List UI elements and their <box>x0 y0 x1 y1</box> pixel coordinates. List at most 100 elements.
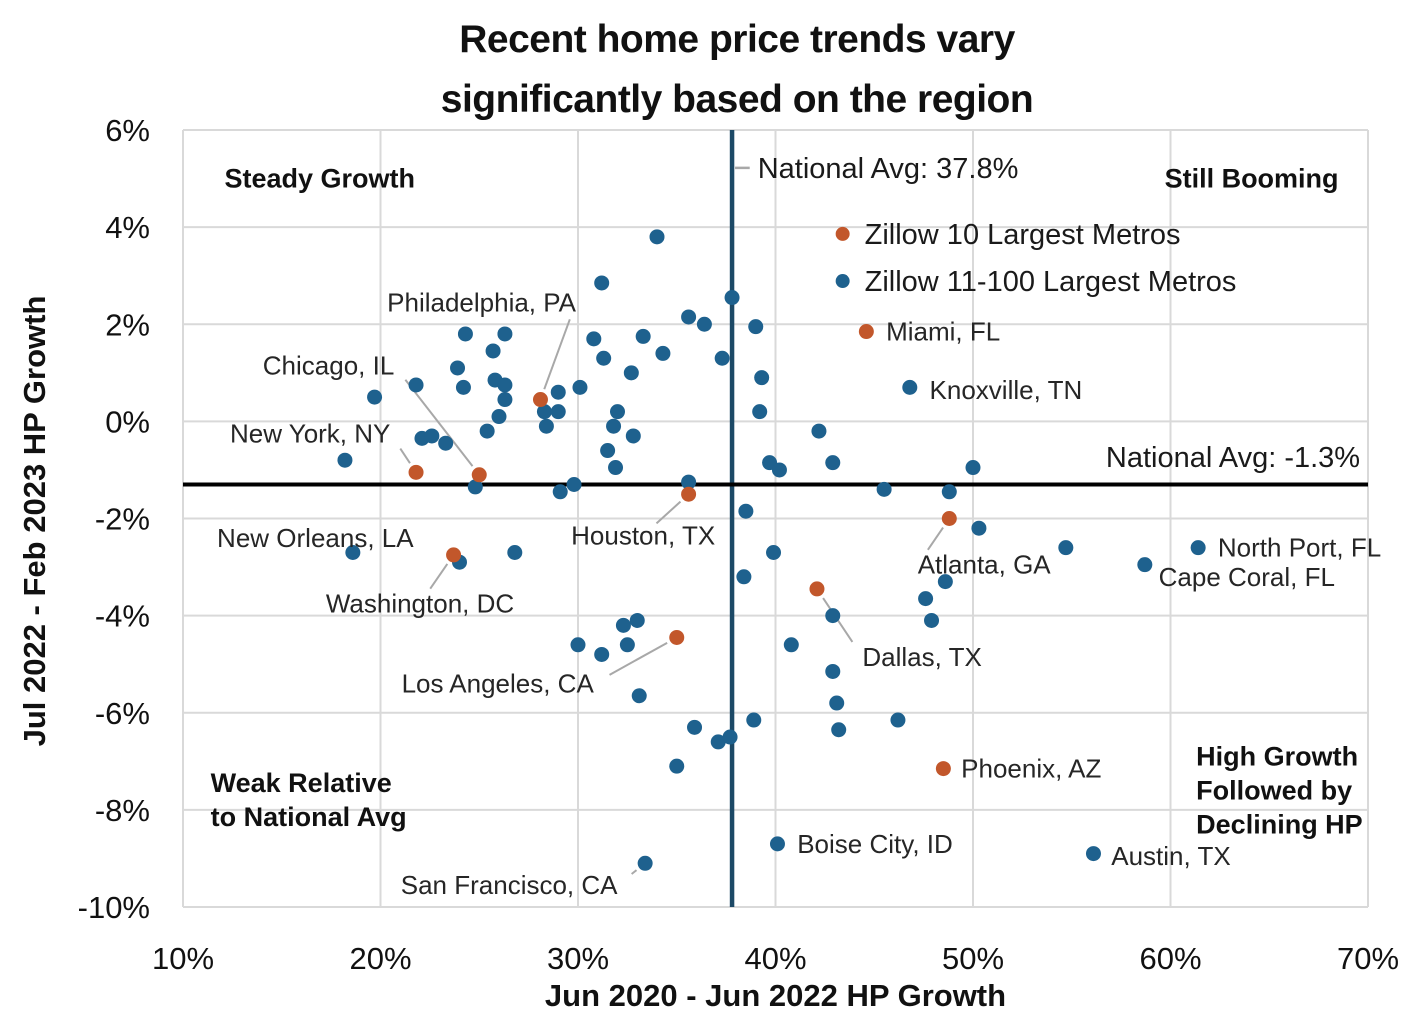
data-point <box>769 836 785 852</box>
data-point <box>596 350 612 366</box>
data-point <box>902 379 918 395</box>
data-point <box>491 409 507 425</box>
x-tick-label: 70% <box>1337 941 1399 976</box>
x-tick-label: 50% <box>942 941 1004 976</box>
data-point <box>625 428 641 444</box>
data-point <box>572 379 588 395</box>
data-point <box>497 377 513 393</box>
data-point <box>752 404 768 420</box>
data-point <box>710 734 726 750</box>
data-point <box>455 379 471 395</box>
data-point <box>918 591 934 607</box>
data-point <box>941 511 957 526</box>
point-label: Austin, TX <box>1111 841 1230 871</box>
y-tick-label: 4% <box>105 210 150 245</box>
x-tick-label: 20% <box>349 941 411 976</box>
point-label: Miami, FL <box>886 317 1000 347</box>
label-leader-line <box>927 527 944 551</box>
data-point <box>941 484 957 500</box>
data-point <box>811 423 827 439</box>
data-point <box>594 275 610 291</box>
data-point <box>825 608 841 624</box>
quadrant-label: Weak Relative <box>211 768 392 798</box>
data-point <box>696 316 712 332</box>
data-point <box>446 547 462 563</box>
data-point <box>825 663 841 679</box>
data-point <box>1058 540 1074 556</box>
data-point <box>615 617 631 633</box>
y-tick-label: 0% <box>105 404 150 439</box>
data-point <box>681 309 697 325</box>
data-point <box>594 646 610 662</box>
data-point <box>829 695 845 711</box>
quadrant-label: to National Avg <box>211 802 407 832</box>
point-label: Boise City, ID <box>797 829 953 859</box>
quadrant-label: Still Booming <box>1165 164 1339 194</box>
data-point <box>408 464 424 480</box>
data-point <box>507 544 523 560</box>
point-label: New York, NY <box>230 419 390 449</box>
data-point <box>722 729 738 745</box>
data-point <box>655 345 671 361</box>
data-point <box>631 688 647 704</box>
x-axis-title: Jun 2020 - Jun 2022 HP Growth <box>544 978 1007 1013</box>
y-tick-label: -6% <box>95 696 150 731</box>
y-tick-label: -10% <box>78 890 150 925</box>
legend-dot <box>835 226 850 241</box>
x-tick-label: 60% <box>1139 941 1201 976</box>
legend-label: Zillow 11-100 Largest Metros <box>865 266 1237 298</box>
point-label: Philadelphia, PA <box>387 287 577 317</box>
data-point <box>457 326 473 342</box>
point-label: Dallas, TX <box>862 642 981 672</box>
chart-title-line2: significantly based on the region <box>440 78 1034 121</box>
data-point <box>724 290 740 306</box>
data-point <box>424 428 440 444</box>
data-point <box>714 350 730 366</box>
data-point <box>809 581 825 597</box>
data-point <box>497 326 513 342</box>
y-tick-label: 6% <box>105 113 150 148</box>
data-point <box>649 229 665 245</box>
data-point <box>890 712 906 728</box>
data-point <box>669 758 685 774</box>
data-point <box>1190 540 1206 556</box>
data-point <box>971 520 987 536</box>
label-leader-line <box>404 379 474 467</box>
point-label: Knoxville, TN <box>930 375 1083 405</box>
data-point <box>450 360 466 376</box>
y-axis-title: Jul 2022 - Feb 2023 HP Growth <box>17 295 52 747</box>
point-label: North Port, FL <box>1218 533 1381 563</box>
data-point <box>965 460 981 476</box>
data-point <box>438 435 454 451</box>
point-label: San Francisco, CA <box>401 870 618 900</box>
data-point <box>600 443 616 459</box>
data-point <box>337 452 353 468</box>
data-point <box>471 467 487 483</box>
data-point <box>825 455 841 471</box>
data-point <box>532 392 548 408</box>
data-point <box>629 612 645 628</box>
chart-title: Recent home price trends vary significan… <box>37 10 1420 130</box>
point-label: Atlanta, GA <box>918 550 1052 580</box>
data-point <box>552 484 568 500</box>
data-point <box>570 637 586 653</box>
data-point <box>681 486 697 502</box>
data-point <box>536 404 552 420</box>
data-point <box>748 319 764 335</box>
label-leader-line <box>429 563 449 590</box>
data-point <box>736 569 752 585</box>
data-point <box>746 712 762 728</box>
data-point <box>619 637 635 653</box>
label-leader-line <box>609 641 668 676</box>
data-point <box>479 423 495 439</box>
point-label: Cape Coral, FL <box>1159 562 1335 592</box>
y-tick-label: -8% <box>95 793 150 828</box>
data-point <box>485 343 501 359</box>
data-point <box>738 503 754 519</box>
data-point <box>783 637 799 653</box>
data-point <box>608 460 624 476</box>
data-point <box>586 331 602 347</box>
point-label: Los Angeles, CA <box>402 669 595 699</box>
